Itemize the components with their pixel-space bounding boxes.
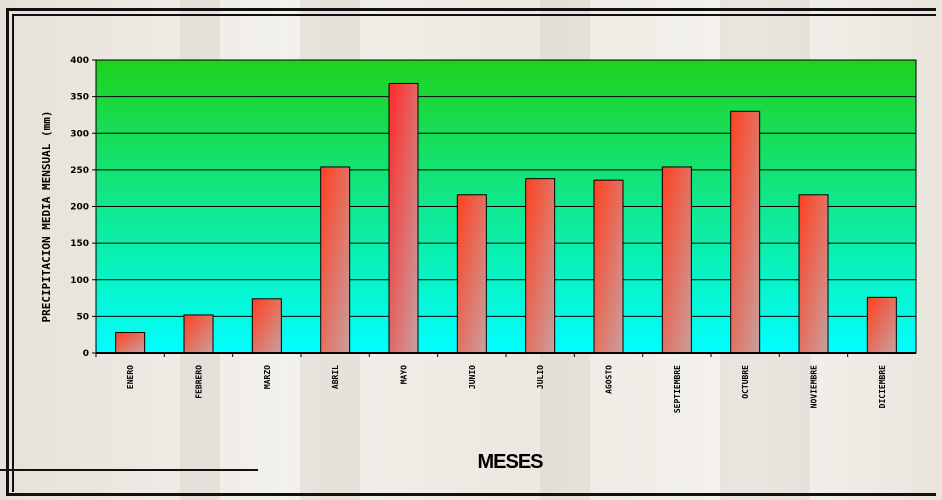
x-category-label: ENERO xyxy=(126,365,135,389)
y-tick-label: 400 xyxy=(70,56,89,66)
x-category-label: DICIEMBRE xyxy=(878,365,887,409)
x-category-label: OCTUBRE xyxy=(741,365,750,399)
bars xyxy=(115,82,897,354)
bar-marzo xyxy=(251,298,282,354)
x-category-label: MARZO xyxy=(263,365,272,389)
x-axis-title: MESES xyxy=(477,451,543,473)
bar-junio xyxy=(456,194,487,354)
y-tick-label: 50 xyxy=(76,312,89,322)
y-tick-label: 250 xyxy=(70,166,89,176)
chart-inner-border xyxy=(12,14,936,492)
bar-octubre xyxy=(730,110,761,354)
bar-julio xyxy=(525,178,556,354)
x-category-label: FEBRERO xyxy=(195,365,204,399)
bar-abril xyxy=(320,166,351,354)
x-category-label: AGOSTO xyxy=(605,365,614,394)
x-category-label: NOVIEMBRE xyxy=(810,365,819,409)
x-category-label: JUNIO xyxy=(468,365,477,389)
x-category-label: ABRIL xyxy=(331,365,340,389)
gridlines xyxy=(96,59,916,317)
frame-corner-line xyxy=(0,469,258,471)
x-category-label: SEPTIEMBRE xyxy=(673,365,682,413)
y-tick-label: 200 xyxy=(70,203,89,213)
y-tick-label: 350 xyxy=(70,93,89,103)
y-axis-ticks: 0 50 100 150 200 250 300 350 400 xyxy=(70,56,96,359)
x-category-label: JULIO xyxy=(536,365,545,389)
y-tick-label: 0 xyxy=(83,349,89,359)
chart-outer-border xyxy=(6,8,936,496)
bar-mayo xyxy=(388,82,419,354)
bar-febrero xyxy=(183,314,214,354)
y-tick-label: 150 xyxy=(70,239,89,249)
bar-septiembre xyxy=(661,166,692,354)
bar-agosto xyxy=(593,179,624,354)
bar-enero xyxy=(115,331,146,354)
bar-noviembre xyxy=(798,194,829,354)
y-tick-label: 300 xyxy=(70,129,89,139)
x-axis-labels: ENERO FEBRERO MARZO ABRIL MAYO JUNIO JULIO AGOS… xyxy=(95,353,887,413)
x-category-label: MAYO xyxy=(400,365,409,384)
bar-diciembre xyxy=(866,296,897,354)
y-axis-title: PRECIPITACION MEDIA MENSUAL (mm) xyxy=(40,111,53,323)
y-tick-label: 100 xyxy=(70,276,89,286)
